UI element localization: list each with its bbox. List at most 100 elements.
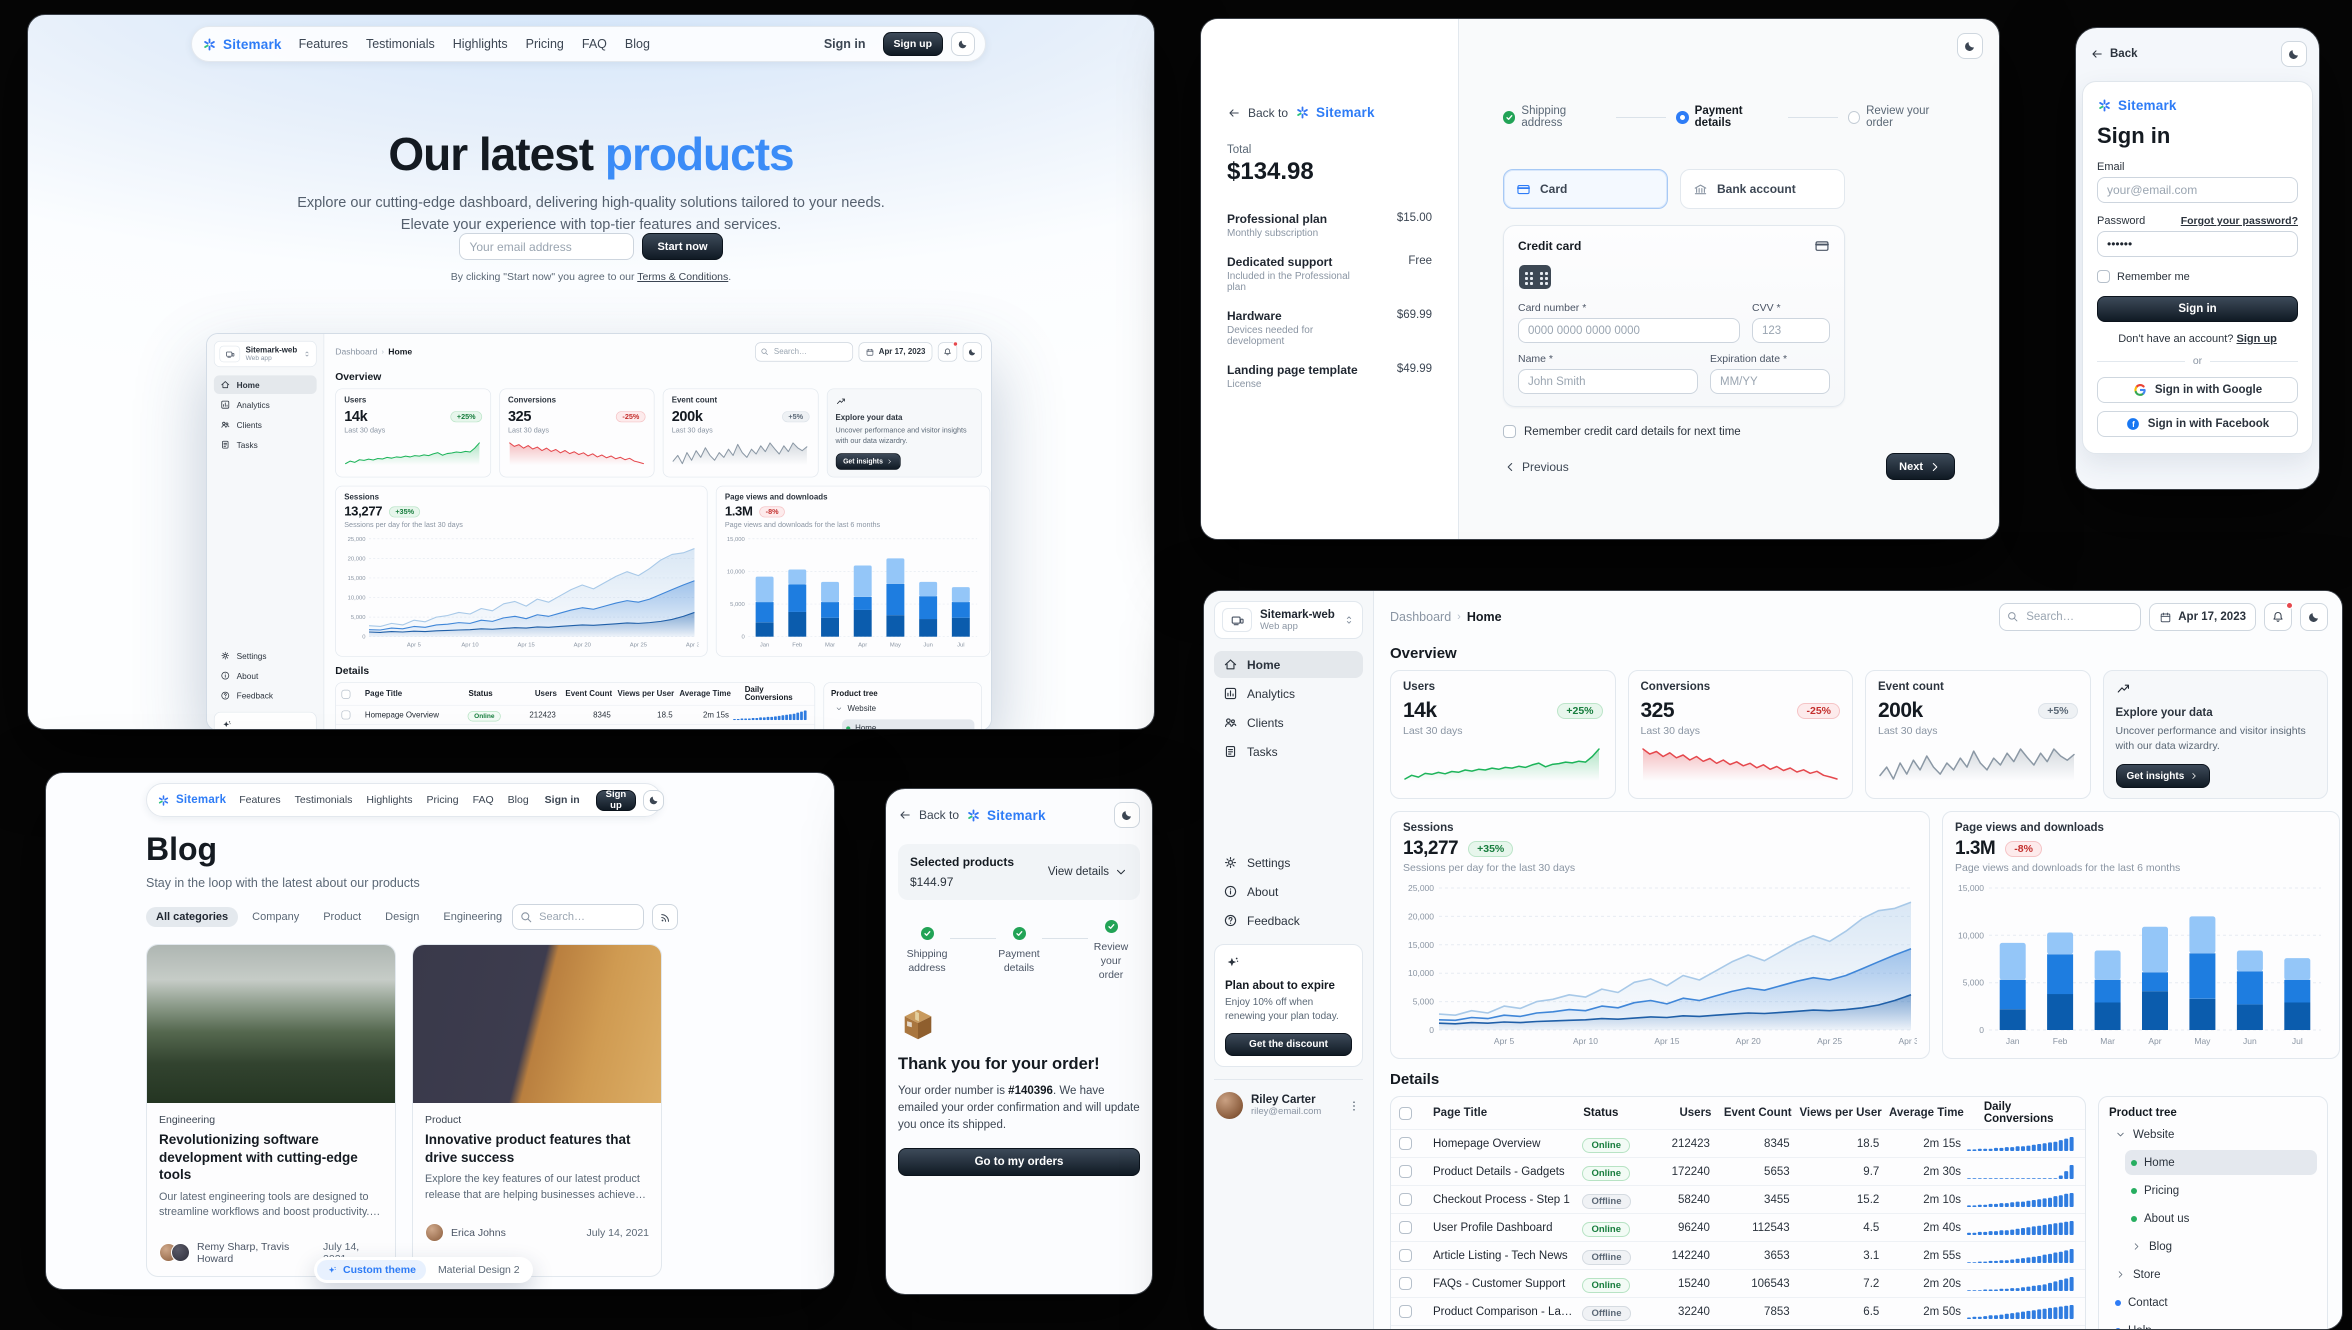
sitemark-logo[interactable]: Sitemark (1295, 105, 1375, 120)
rss-button[interactable] (652, 904, 679, 930)
blog-card[interactable]: Engineering Revolutionizing software deve… (146, 944, 396, 1277)
sign-up-button[interactable]: Sign up (595, 789, 637, 811)
previous-button[interactable]: Previous (1503, 460, 1569, 474)
row-checkbox[interactable] (1399, 1305, 1412, 1319)
sidebar-item-home[interactable]: Home (213, 375, 317, 394)
cvv-input[interactable] (1752, 318, 1830, 343)
sidebar-item-home[interactable]: Home (1214, 651, 1363, 678)
tree-item-about-us[interactable]: About us (2125, 1206, 2317, 1231)
more-options-icon[interactable] (1347, 1099, 1361, 1113)
stat-card-users[interactable]: Users 14k +25% Last 30 days (1390, 670, 1616, 800)
sitemark-logo[interactable]: Sitemark (202, 37, 282, 52)
theme-option-material-design-2[interactable]: Material Design 2 (437, 1264, 520, 1276)
nav-item-pricing[interactable]: Pricing (426, 794, 459, 806)
sitemark-logo[interactable]: Sitemark (157, 794, 226, 807)
row-checkbox[interactable] (1399, 1221, 1412, 1235)
tree-item-help[interactable]: Help (2109, 1318, 2317, 1329)
nav-item-features[interactable]: Features (298, 37, 348, 51)
remember-card-checkbox[interactable] (1503, 425, 1516, 438)
select-all-checkbox[interactable] (1399, 1106, 1412, 1120)
dark-mode-toggle[interactable] (962, 342, 982, 362)
row-checkbox[interactable] (1399, 1193, 1412, 1207)
nav-item-blog[interactable]: Blog (624, 37, 650, 51)
row-checkbox[interactable] (1399, 1165, 1412, 1179)
sidebar-item-analytics[interactable]: Analytics (1214, 680, 1363, 707)
step-review-your-order[interactable]: Review your order (1847, 105, 1955, 129)
row-checkbox[interactable] (341, 710, 351, 720)
step-payment-details[interactable]: Payment details (1675, 105, 1778, 129)
row-checkbox[interactable] (1399, 1249, 1412, 1263)
sidebar-item-feedback[interactable]: Feedback (214, 686, 317, 705)
sidebar-item-clients[interactable]: Clients (1214, 709, 1363, 736)
blog-search-input[interactable] (512, 904, 645, 930)
nav-item-faq[interactable]: FAQ (472, 794, 494, 806)
nav-item-highlights[interactable]: Highlights (366, 794, 413, 806)
sidebar-item-clients[interactable]: Clients (214, 415, 317, 434)
nav-item-faq[interactable]: FAQ (581, 37, 607, 51)
stat-card-event-count[interactable]: Event count 200k +5% Last 30 days (1865, 670, 2091, 800)
name-input[interactable] (1518, 369, 1698, 394)
terms-link[interactable]: Terms & Conditions (637, 271, 729, 283)
workspace-select[interactable]: Sitemark-web Web app (1214, 601, 1363, 639)
view-details-button[interactable]: View details (1048, 865, 1128, 879)
sign-in-link[interactable]: Sign in (544, 794, 580, 806)
category-chip-company[interactable]: Company (252, 911, 300, 923)
sidebar-item-about[interactable]: About (214, 666, 317, 685)
get-insights-button[interactable]: Get insights (835, 453, 901, 471)
category-chip-product[interactable]: Product (323, 911, 362, 923)
dark-mode-toggle[interactable] (1114, 802, 1140, 828)
tree-item-website[interactable]: Website (2109, 1122, 2317, 1147)
nav-item-highlights[interactable]: Highlights (452, 37, 508, 51)
dark-mode-toggle[interactable] (643, 789, 665, 811)
nav-item-features[interactable]: Features (239, 794, 281, 806)
tree-item-home[interactable]: Home (2125, 1150, 2317, 1176)
nav-item-testimonials[interactable]: Testimonials (294, 794, 353, 806)
category-chip-all-categories[interactable]: All categories (146, 907, 239, 927)
forgot-password-link[interactable]: Forgot your password? (2180, 215, 2298, 227)
sign-up-button[interactable]: Sign up (882, 32, 943, 56)
expiration-input[interactable] (1710, 369, 1830, 394)
go-to-orders-button[interactable]: Go to my orders (898, 1148, 1140, 1177)
payment-tab-card[interactable]: Card (1503, 169, 1668, 209)
row-checkbox[interactable] (1399, 1137, 1412, 1151)
dark-mode-toggle[interactable] (2281, 41, 2307, 67)
card-number-input[interactable] (1518, 318, 1740, 343)
password-field[interactable] (2097, 231, 2298, 257)
stat-card-event-count[interactable]: Event count 200k +5% Last 30 days (662, 388, 819, 478)
dark-mode-toggle[interactable] (1957, 33, 1983, 59)
stat-card-conversions[interactable]: Conversions 325 -25% Last 30 days (1627, 670, 1853, 800)
date-picker-button[interactable]: Apr 17, 2023 (2149, 603, 2256, 631)
sign-in-button[interactable]: Sign in (2097, 296, 2298, 322)
tree-item-blog[interactable]: Blog (2125, 1234, 2317, 1259)
sidebar-item-settings[interactable]: Settings (1214, 849, 1363, 876)
sidebar-item-settings[interactable]: Settings (214, 646, 317, 665)
back-link[interactable]: Back to Sitemark (1227, 105, 1432, 120)
sidebar-item-analytics[interactable]: Analytics (214, 395, 317, 414)
tree-item-pricing[interactable]: Pricing (2125, 1178, 2317, 1203)
tree-item-home[interactable]: Home (842, 719, 975, 729)
notifications-button[interactable] (937, 341, 958, 362)
start-now-button[interactable]: Start now (642, 233, 723, 260)
tree-item-store[interactable]: Store (2109, 1262, 2317, 1287)
nav-item-blog[interactable]: Blog (507, 794, 529, 806)
email-field[interactable] (2097, 177, 2298, 203)
sitemark-logo[interactable]: Sitemark (966, 808, 1046, 823)
step-shipping-address[interactable]: Shipping address (1503, 105, 1606, 129)
sidebar-item-feedback[interactable]: Feedback (1214, 907, 1363, 934)
blog-card[interactable]: Product Innovative product features that … (412, 944, 662, 1277)
search-input[interactable] (755, 342, 854, 362)
sidebar-item-tasks[interactable]: Tasks (214, 435, 317, 454)
back-link[interactable]: Back to Sitemark (898, 808, 1046, 823)
next-button[interactable]: Next (1886, 453, 1955, 480)
sidebar-item-about[interactable]: About (1214, 878, 1363, 905)
notifications-button[interactable] (2264, 602, 2293, 631)
dark-mode-toggle[interactable] (2300, 603, 2328, 631)
date-picker-button[interactable]: Apr 17, 2023 (858, 342, 933, 362)
sign-up-link[interactable]: Sign up (2236, 333, 2277, 345)
nav-item-pricing[interactable]: Pricing (525, 37, 564, 51)
category-chip-design[interactable]: Design (385, 911, 420, 923)
workspace-select[interactable]: Sitemark-web Web app (213, 340, 317, 368)
remember-me-checkbox[interactable] (2097, 270, 2110, 283)
theme-option-custom-theme[interactable]: Custom theme (317, 1260, 426, 1280)
nav-item-testimonials[interactable]: Testimonials (365, 37, 435, 51)
